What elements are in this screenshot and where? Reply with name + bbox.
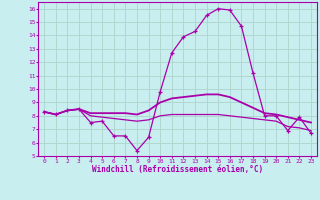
X-axis label: Windchill (Refroidissement éolien,°C): Windchill (Refroidissement éolien,°C) [92,165,263,174]
